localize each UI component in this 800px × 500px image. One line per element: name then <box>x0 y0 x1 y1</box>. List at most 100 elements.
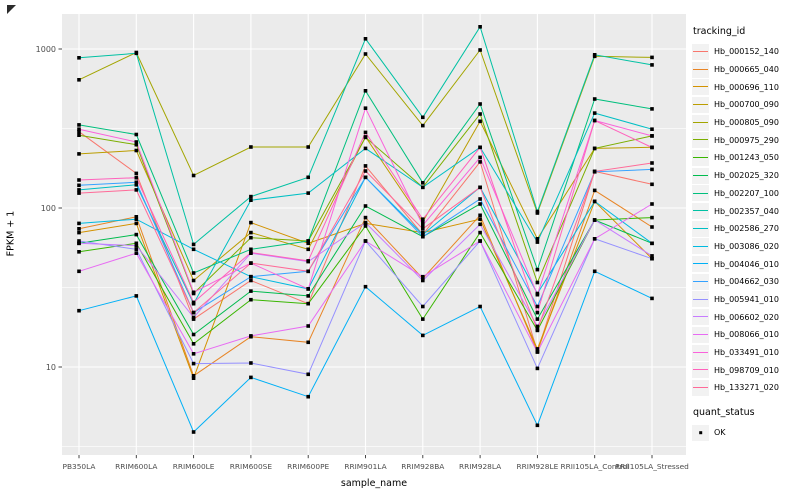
data-point[interactable] <box>363 169 368 173</box>
data-point[interactable] <box>363 239 368 243</box>
data-point[interactable] <box>134 175 139 180</box>
data-point[interactable] <box>535 423 540 428</box>
data-point[interactable] <box>306 269 310 274</box>
data-point[interactable] <box>421 115 425 120</box>
data-point[interactable] <box>535 350 540 354</box>
data-point[interactable] <box>191 300 196 305</box>
data-point[interactable] <box>306 372 310 377</box>
data-point[interactable] <box>134 243 139 248</box>
data-point[interactable] <box>363 164 368 168</box>
data-point[interactable] <box>363 204 368 208</box>
data-point[interactable] <box>77 241 81 246</box>
data-point[interactable] <box>134 171 139 176</box>
data-point[interactable] <box>478 185 482 190</box>
data-point[interactable] <box>363 215 368 220</box>
data-point[interactable] <box>535 280 540 285</box>
data-point[interactable] <box>650 296 654 301</box>
data-point[interactable] <box>77 239 81 243</box>
data-point[interactable] <box>421 219 425 224</box>
legend-item-Hb_033491_010[interactable]: Hb_033491_010 <box>692 344 798 362</box>
data-point[interactable] <box>306 191 310 195</box>
data-point[interactable] <box>478 112 482 116</box>
legend-item-Hb_008066_010[interactable]: Hb_008066_010 <box>692 326 798 344</box>
data-point[interactable] <box>478 25 482 29</box>
data-point[interactable] <box>77 227 81 231</box>
data-point[interactable] <box>363 284 368 289</box>
legend-item-Hb_002357_040[interactable]: Hb_002357_040 <box>692 202 798 220</box>
data-point[interactable] <box>77 123 81 127</box>
data-point[interactable] <box>77 191 81 195</box>
data-point[interactable] <box>191 278 196 283</box>
data-point[interactable] <box>592 169 597 174</box>
data-point[interactable] <box>650 145 654 150</box>
data-point[interactable] <box>191 352 196 356</box>
data-point[interactable] <box>134 180 139 185</box>
data-point[interactable] <box>363 130 368 135</box>
legend-item-Hb_000700_090[interactable]: Hb_000700_090 <box>692 96 798 114</box>
data-point[interactable] <box>134 217 139 221</box>
data-point[interactable] <box>77 221 81 226</box>
data-point[interactable] <box>650 63 654 67</box>
legend-item-Hb_004046_010[interactable]: Hb_004046_010 <box>692 255 798 273</box>
data-point[interactable] <box>535 347 540 351</box>
data-point[interactable] <box>249 194 253 199</box>
data-point[interactable] <box>306 241 310 246</box>
data-point[interactable] <box>592 188 597 193</box>
data-point[interactable] <box>535 324 540 329</box>
data-point[interactable] <box>249 220 253 225</box>
data-point[interactable] <box>592 118 597 123</box>
data-point[interactable] <box>478 239 482 243</box>
data-point[interactable] <box>650 256 654 261</box>
data-point[interactable] <box>650 254 654 258</box>
data-point[interactable] <box>77 133 81 137</box>
data-point[interactable] <box>421 227 425 231</box>
data-point[interactable] <box>134 247 139 252</box>
data-point[interactable] <box>478 119 482 124</box>
data-point[interactable] <box>650 134 654 138</box>
data-point[interactable] <box>77 129 81 134</box>
legend-item-Hb_003086_020[interactable]: Hb_003086_020 <box>692 238 798 256</box>
data-point[interactable] <box>77 178 81 182</box>
data-point[interactable] <box>421 274 425 279</box>
data-point[interactable] <box>306 247 310 252</box>
data-point[interactable] <box>77 188 81 192</box>
data-point[interactable] <box>306 175 310 180</box>
data-point[interactable] <box>650 55 654 60</box>
data-point[interactable] <box>191 342 196 346</box>
data-point[interactable] <box>421 217 425 221</box>
data-point[interactable] <box>363 135 368 140</box>
data-point[interactable] <box>77 56 81 60</box>
legend-item-Hb_000696_110[interactable]: Hb_000696_110 <box>692 78 798 96</box>
data-point[interactable] <box>77 269 81 274</box>
data-point[interactable] <box>306 145 310 149</box>
data-point[interactable] <box>249 297 253 302</box>
data-point[interactable] <box>535 292 540 297</box>
data-point[interactable] <box>249 145 253 149</box>
data-point[interactable] <box>650 202 654 206</box>
data-point[interactable] <box>478 102 482 106</box>
data-point[interactable] <box>249 334 253 338</box>
data-point[interactable] <box>535 304 540 309</box>
data-point[interactable] <box>191 310 196 315</box>
data-point[interactable] <box>134 221 139 226</box>
data-point[interactable] <box>478 222 482 227</box>
data-point[interactable] <box>191 430 196 434</box>
data-point[interactable] <box>77 308 81 313</box>
data-point[interactable] <box>191 247 196 252</box>
data-point[interactable] <box>421 185 425 190</box>
data-point[interactable] <box>191 271 196 275</box>
data-point[interactable] <box>191 361 196 366</box>
data-point[interactable] <box>306 324 310 328</box>
data-point[interactable] <box>191 290 196 295</box>
data-point[interactable] <box>478 304 482 309</box>
data-point[interactable] <box>421 278 425 283</box>
data-point[interactable] <box>535 317 540 321</box>
data-point[interactable] <box>478 48 482 52</box>
data-point[interactable] <box>535 240 540 244</box>
data-point[interactable] <box>363 224 368 228</box>
data-point[interactable] <box>249 235 253 240</box>
data-point[interactable] <box>191 173 196 178</box>
data-point[interactable] <box>191 242 196 247</box>
legend-item-Hb_098709_010[interactable]: Hb_098709_010 <box>692 361 798 379</box>
data-point[interactable] <box>535 327 540 332</box>
